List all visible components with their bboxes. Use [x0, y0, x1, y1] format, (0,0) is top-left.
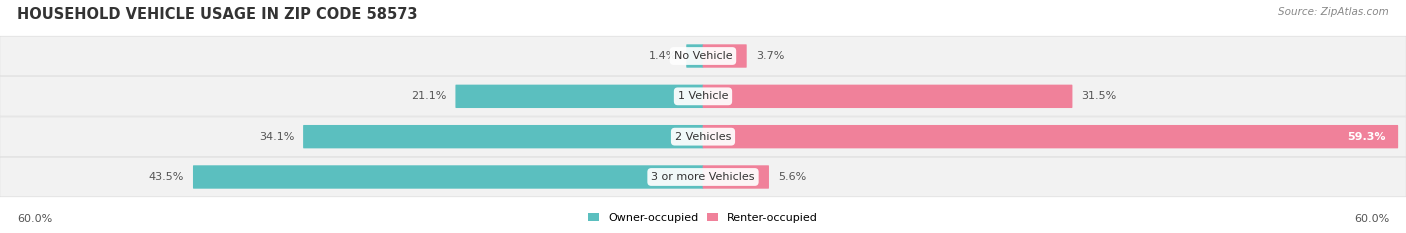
Text: 59.3%: 59.3%: [1347, 132, 1386, 142]
FancyBboxPatch shape: [0, 36, 1406, 76]
Text: 2 Vehicles: 2 Vehicles: [675, 132, 731, 142]
Text: 31.5%: 31.5%: [1081, 91, 1116, 101]
FancyBboxPatch shape: [304, 125, 703, 148]
Text: 5.6%: 5.6%: [778, 172, 806, 182]
Text: No Vehicle: No Vehicle: [673, 51, 733, 61]
FancyBboxPatch shape: [703, 85, 1073, 108]
Text: 1.4%: 1.4%: [648, 51, 678, 61]
Text: 60.0%: 60.0%: [17, 214, 52, 224]
FancyBboxPatch shape: [193, 165, 703, 189]
Text: Source: ZipAtlas.com: Source: ZipAtlas.com: [1278, 7, 1389, 17]
FancyBboxPatch shape: [703, 44, 747, 68]
FancyBboxPatch shape: [686, 44, 703, 68]
FancyBboxPatch shape: [0, 77, 1406, 116]
Text: 34.1%: 34.1%: [259, 132, 294, 142]
FancyBboxPatch shape: [703, 165, 769, 189]
Text: 1 Vehicle: 1 Vehicle: [678, 91, 728, 101]
FancyBboxPatch shape: [0, 157, 1406, 197]
Text: HOUSEHOLD VEHICLE USAGE IN ZIP CODE 58573: HOUSEHOLD VEHICLE USAGE IN ZIP CODE 5857…: [17, 7, 418, 22]
Text: 3.7%: 3.7%: [756, 51, 785, 61]
Text: 3 or more Vehicles: 3 or more Vehicles: [651, 172, 755, 182]
FancyBboxPatch shape: [703, 125, 1398, 148]
Text: 21.1%: 21.1%: [411, 91, 447, 101]
Text: 60.0%: 60.0%: [1354, 214, 1389, 224]
FancyBboxPatch shape: [0, 117, 1406, 156]
FancyBboxPatch shape: [456, 85, 703, 108]
Text: 43.5%: 43.5%: [149, 172, 184, 182]
Legend: Owner-occupied, Renter-occupied: Owner-occupied, Renter-occupied: [583, 209, 823, 227]
